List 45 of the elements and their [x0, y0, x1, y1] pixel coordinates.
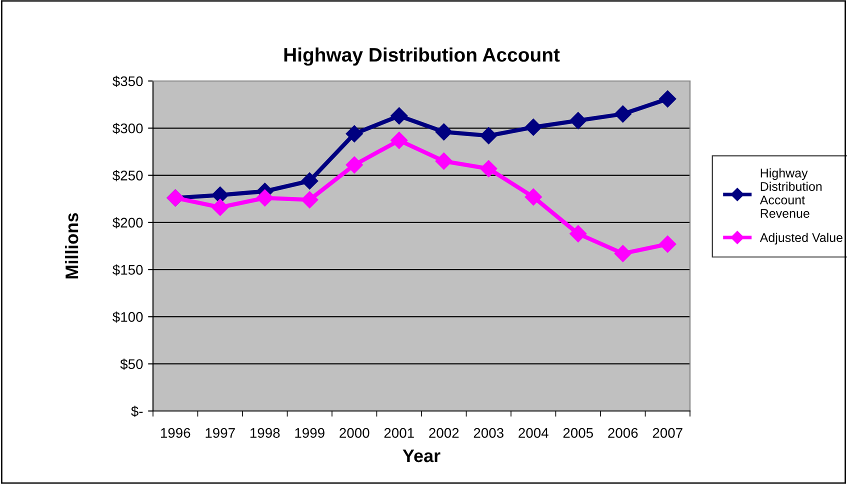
- point: [346, 156, 363, 174]
- x-tick-label: 2006: [608, 428, 638, 438]
- point: [659, 236, 676, 253]
- y-tick-label: $200: [112, 217, 143, 228]
- y-tick-label: $100: [112, 311, 143, 323]
- x-tick-label: 1996: [160, 428, 190, 438]
- point: [212, 198, 229, 216]
- point: [524, 188, 542, 206]
- point: [480, 160, 498, 178]
- x-tick-label: 2004: [518, 428, 548, 438]
- y-tick-label: $250: [112, 170, 143, 182]
- point: [659, 90, 676, 108]
- x-tick-label: 2003: [474, 428, 504, 438]
- point: [614, 105, 632, 123]
- point: [256, 189, 274, 206]
- chart-title: Highway Distribution Account: [284, 47, 560, 66]
- y-tick-label: $150: [112, 264, 143, 276]
- point: [390, 107, 408, 124]
- x-tick-label: 2007: [652, 428, 682, 438]
- y-tick-label: $350: [112, 76, 143, 87]
- point: [301, 191, 318, 208]
- point: [435, 152, 452, 170]
- point: [570, 225, 587, 242]
- legend-label: Adjusted Value: [760, 232, 842, 244]
- x-tick-label: 1998: [250, 428, 280, 438]
- point: [435, 123, 452, 140]
- point: [570, 112, 587, 130]
- y-tick-label: $300: [112, 122, 143, 134]
- y-tick-label: $-: [131, 406, 143, 417]
- x-tick-label: 2001: [384, 428, 414, 438]
- x-tick-label: 2000: [340, 428, 370, 438]
- x-axis-title: Year: [402, 450, 440, 462]
- point: [524, 118, 542, 136]
- point: [614, 244, 632, 262]
- point: [346, 125, 363, 142]
- point: [390, 132, 408, 149]
- legend-label: Highway Distribution Account Revenue: [760, 168, 822, 218]
- point: [301, 172, 318, 190]
- x-tick-label: 2005: [563, 428, 593, 438]
- x-tick-label: 1999: [295, 428, 324, 438]
- y-tick-label: $50: [120, 358, 143, 370]
- y-axis-title: Millions: [64, 213, 78, 278]
- x-tick-label: 1997: [206, 428, 235, 438]
- x-tick-label: 2002: [429, 428, 459, 438]
- point: [480, 127, 498, 144]
